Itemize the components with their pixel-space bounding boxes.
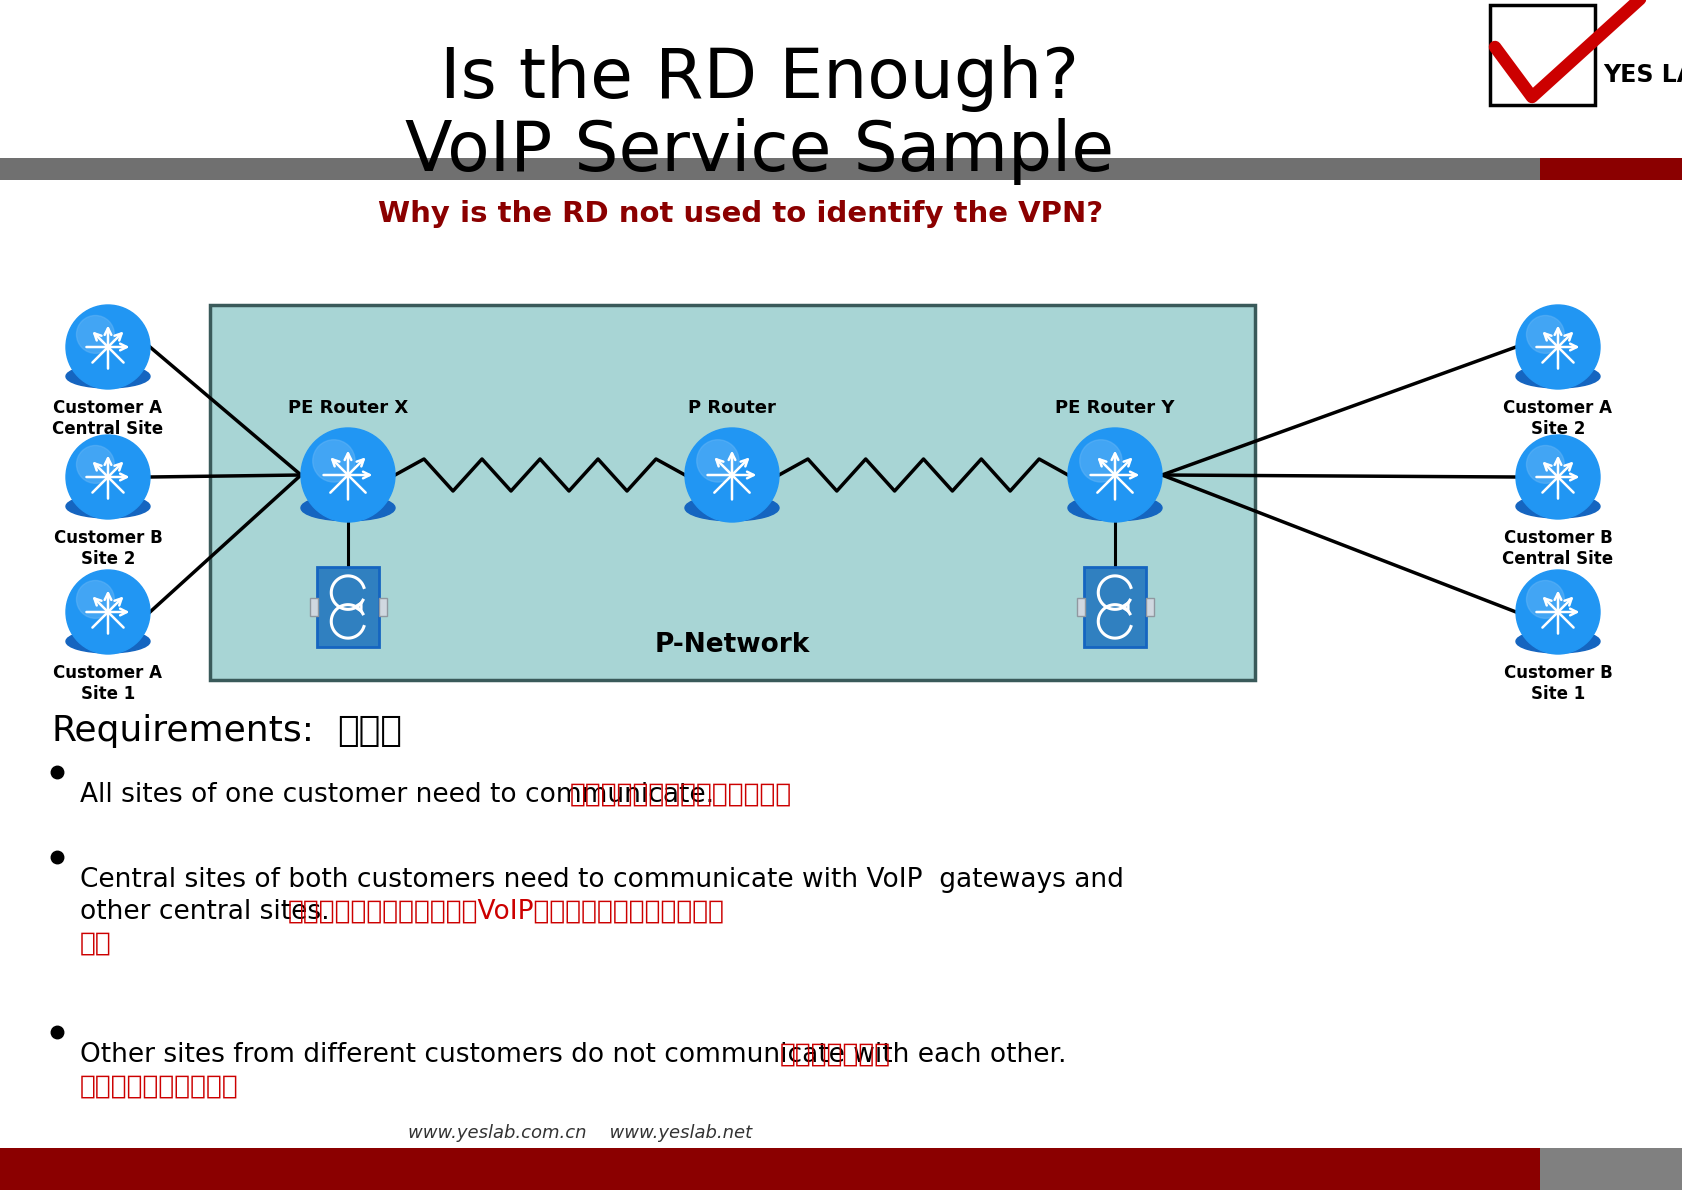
Circle shape [66, 570, 150, 655]
Ellipse shape [1515, 495, 1600, 518]
Text: 其他网站不相互通信。: 其他网站不相互通信。 [81, 1075, 239, 1100]
Text: PE Router Y: PE Router Y [1055, 399, 1174, 416]
Text: Customer A
Site 1: Customer A Site 1 [54, 664, 163, 703]
Circle shape [1068, 428, 1161, 522]
Text: Requirements:: Requirements: [52, 714, 315, 749]
Circle shape [76, 315, 114, 353]
Text: 信。: 信。 [81, 931, 111, 957]
Circle shape [1526, 581, 1563, 619]
Ellipse shape [66, 495, 150, 518]
Circle shape [685, 428, 779, 522]
Bar [316, 566, 378, 647]
Text: Why is the RD not used to identify the VPN?: Why is the RD not used to identify the V… [378, 200, 1103, 228]
Circle shape [696, 440, 738, 482]
Text: Customer A
Site 2: Customer A Site 2 [1502, 399, 1611, 438]
Circle shape [1515, 570, 1600, 655]
Text: VoIP Service Sample: VoIP Service Sample [405, 118, 1113, 184]
Bar [1076, 599, 1085, 616]
FancyBboxPatch shape [210, 305, 1255, 679]
Bar [1539, 1148, 1682, 1190]
Bar [378, 599, 387, 616]
Text: 来自不同客户的: 来自不同客户的 [779, 1042, 890, 1067]
Text: 一个客户的所有网站需要沟通。: 一个客户的所有网站需要沟通。 [570, 782, 792, 808]
Text: Customer B
Site 2: Customer B Site 2 [54, 530, 161, 568]
Text: P-Network: P-Network [654, 632, 809, 658]
Circle shape [1515, 436, 1600, 519]
Text: YES LAB: YES LAB [1601, 63, 1682, 87]
Text: P Router: P Router [688, 399, 775, 416]
Bar [1083, 566, 1145, 647]
Circle shape [1526, 315, 1563, 353]
Bar [309, 599, 318, 616]
Text: Central sites of both customers need to communicate with VoIP  gateways and: Central sites of both customers need to … [81, 868, 1124, 892]
Circle shape [66, 436, 150, 519]
Text: www.yeslab.com.cn    www.yeslab.net: www.yeslab.com.cn www.yeslab.net [407, 1125, 752, 1142]
Ellipse shape [1068, 495, 1161, 521]
Text: Is the RD Enough?: Is the RD Enough? [441, 45, 1078, 112]
Text: Customer B
Central Site: Customer B Central Site [1502, 530, 1613, 568]
Text: Customer B
Site 1: Customer B Site 1 [1502, 664, 1611, 703]
Circle shape [66, 305, 150, 389]
Bar [0, 1148, 1539, 1190]
Ellipse shape [66, 630, 150, 653]
Circle shape [76, 581, 114, 619]
Bar [0, 158, 1539, 180]
Circle shape [76, 445, 114, 483]
Ellipse shape [301, 495, 395, 521]
Ellipse shape [1515, 630, 1600, 653]
Text: Customer A
Central Site: Customer A Central Site [52, 399, 163, 438]
Text: other central sites.: other central sites. [81, 898, 330, 925]
Bar [1539, 158, 1682, 180]
Ellipse shape [685, 495, 779, 521]
Text: 要求：: 要求： [336, 714, 402, 749]
Text: 两个客户的中心站点需要与VoIP网关和其他中心站点进行通: 两个客户的中心站点需要与VoIP网关和其他中心站点进行通 [288, 898, 725, 925]
Ellipse shape [1515, 365, 1600, 388]
Text: PE Router X: PE Router X [288, 399, 407, 416]
Circle shape [1526, 445, 1563, 483]
Circle shape [1080, 440, 1122, 482]
Text: Other sites from different customers do not communicate with each other.: Other sites from different customers do … [81, 1042, 1066, 1067]
Circle shape [313, 440, 355, 482]
Bar [1489, 5, 1595, 105]
Circle shape [1515, 305, 1600, 389]
Ellipse shape [66, 365, 150, 388]
Text: All sites of one customer need to communicate.: All sites of one customer need to commun… [81, 782, 713, 808]
Bar [1145, 599, 1154, 616]
Circle shape [301, 428, 395, 522]
